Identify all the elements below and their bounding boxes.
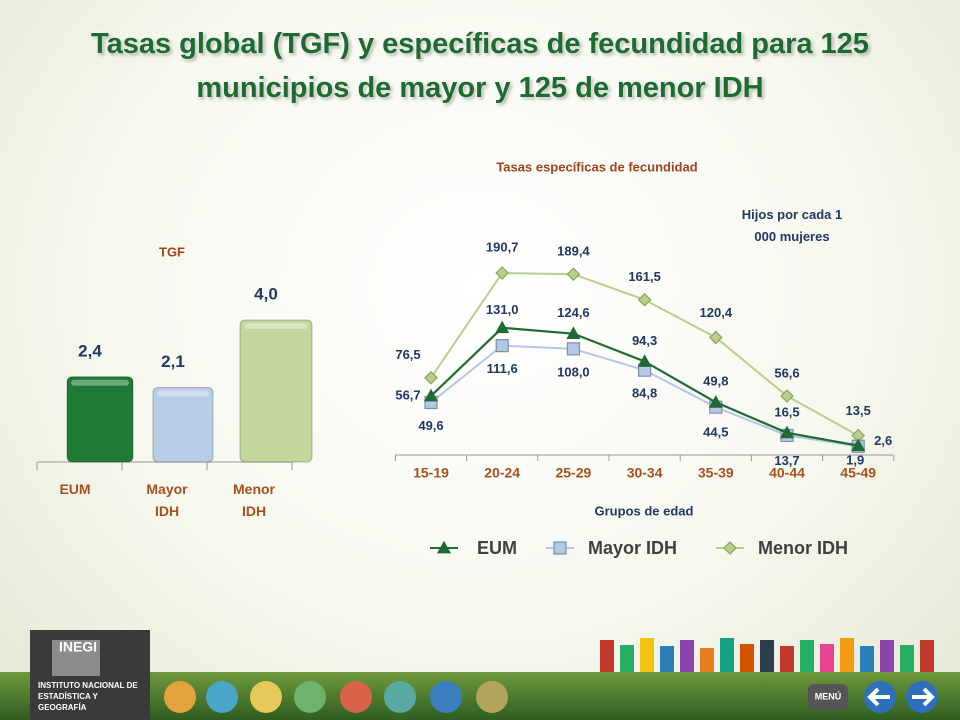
people-figures — [600, 638, 934, 672]
value-label: 13,7 — [774, 453, 799, 468]
value-label: 13,5 — [846, 403, 871, 418]
marker — [637, 292, 652, 307]
bar-highlight — [244, 323, 308, 329]
slide-title: Tasas global (TGF) y específicas de fecu… — [91, 28, 869, 104]
value-label: 190,7 — [486, 239, 519, 254]
value-label: 84,8 — [632, 386, 657, 401]
x-axis-label: Grupos de edad — [595, 503, 694, 518]
icon[interactable] — [340, 681, 372, 713]
institute-name: INSTITUTO NACIONAL DE ESTADÍSTICA Y GEOG… — [38, 681, 138, 712]
legend-marker — [436, 540, 452, 554]
x-tick-label: Mayor IDH — [146, 481, 188, 519]
arrow-right — [912, 687, 935, 707]
bar-highlight — [157, 390, 209, 397]
legend-label: EUM — [477, 538, 517, 558]
x-tick-label: 35-39 — [698, 465, 734, 481]
legend-label: Menor IDH — [758, 538, 848, 558]
icon[interactable] — [476, 681, 508, 713]
value-label: 49,6 — [418, 418, 443, 433]
value-label: 2,6 — [874, 433, 892, 448]
value-label: 56,7 — [395, 387, 420, 402]
icon[interactable] — [206, 681, 238, 713]
value-label: 2,1 — [161, 352, 185, 371]
value-label: 16,5 — [774, 404, 799, 419]
x-tick-label: 45-49 — [840, 465, 876, 481]
menu-label: MENÚ — [815, 690, 842, 701]
x-tick-label: 30-34 — [627, 465, 663, 481]
icon[interactable] — [430, 681, 462, 713]
bar — [152, 386, 214, 463]
chart-title: Tasas específicas de fecundidad — [496, 159, 697, 174]
legend-item: Mayor IDH — [546, 538, 677, 558]
legend-item: EUM — [430, 538, 517, 558]
value-label: 161,5 — [628, 269, 661, 284]
menu-button[interactable] — [808, 684, 848, 710]
marker — [780, 389, 794, 403]
value-label: 94,3 — [632, 333, 657, 348]
value-label: 124,6 — [557, 305, 590, 320]
bar-highlight — [71, 379, 129, 386]
x-tick-label: 15-19 — [413, 465, 449, 481]
marker — [708, 395, 723, 408]
marker — [423, 388, 439, 402]
value-label: 49,8 — [703, 374, 728, 389]
x-tick-label: 40-44 — [769, 465, 805, 481]
icon[interactable] — [164, 681, 196, 713]
marker — [779, 425, 795, 439]
value-label: 76,5 — [395, 347, 420, 362]
marker — [495, 338, 509, 353]
x-tick-label: Menor IDH — [233, 481, 275, 519]
x-tick-label: EUM — [59, 481, 91, 497]
marker — [708, 330, 723, 345]
value-label: 189,4 — [557, 244, 590, 259]
x-tick-label: 20-24 — [484, 465, 520, 481]
logo-text: INEGI — [59, 639, 97, 655]
icon[interactable] — [294, 681, 326, 713]
marker — [495, 320, 510, 334]
bar — [66, 376, 134, 463]
legend-marker — [723, 541, 737, 555]
value-label: 2,4 — [78, 341, 102, 360]
arrow-left — [867, 687, 890, 707]
value-label: 131,0 — [486, 302, 519, 317]
marker — [495, 266, 510, 280]
value-label: 44,5 — [703, 425, 728, 440]
marker — [566, 342, 580, 356]
legend-item: Menor IDH — [716, 538, 848, 558]
marker — [851, 438, 866, 452]
logo-grid — [52, 640, 100, 676]
icon[interactable] — [250, 681, 282, 713]
marker — [566, 326, 581, 340]
value-label: 4,0 — [254, 284, 278, 303]
nav-icons — [164, 681, 938, 713]
value-label: 108,0 — [557, 364, 590, 379]
chart-title: TGF — [159, 244, 185, 259]
bar — [239, 319, 313, 463]
marker — [637, 354, 652, 367]
value-label: 1,9 — [846, 453, 864, 468]
annotation: Hijos por cada 1 000 mujeres — [741, 207, 843, 244]
legend-label: Mayor IDH — [588, 538, 677, 558]
x-tick-label: 25-29 — [555, 465, 591, 481]
value-label: 120,4 — [700, 305, 733, 320]
icon[interactable] — [384, 681, 416, 713]
value-label: 56,6 — [774, 365, 799, 380]
value-label: 111,6 — [487, 361, 518, 376]
legend-marker — [553, 541, 567, 555]
marker — [424, 370, 438, 385]
marker — [566, 267, 581, 282]
